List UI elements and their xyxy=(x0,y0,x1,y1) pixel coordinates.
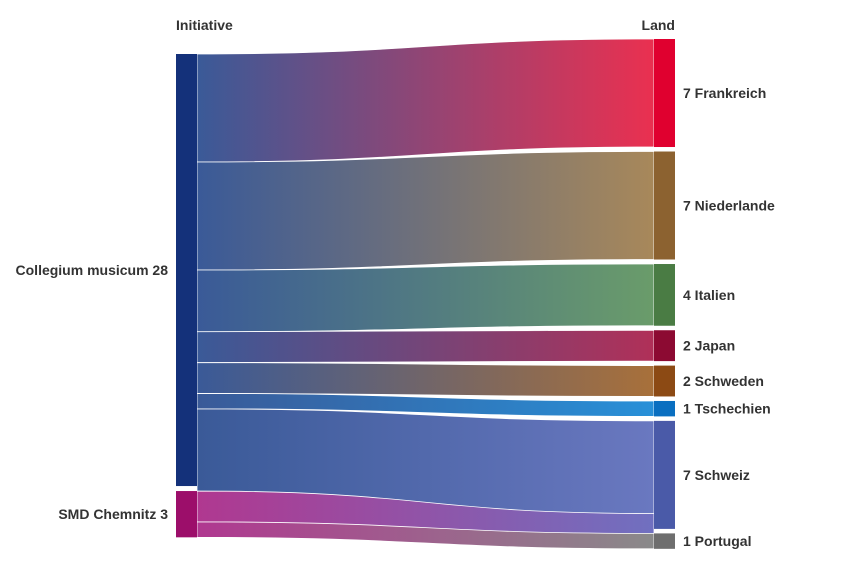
link-collegium-musicum-to-schweden xyxy=(196,362,655,397)
source-label-smd-chemnitz: SMD Chemnitz 3 xyxy=(58,506,168,522)
target-node-japan xyxy=(654,330,675,362)
source-label-collegium-musicum: Collegium musicum 28 xyxy=(16,262,169,278)
target-node-frankreich xyxy=(654,39,675,148)
target-node-portugal xyxy=(654,533,675,549)
links-layer xyxy=(196,38,655,550)
target-node-niederlande xyxy=(654,151,675,260)
target-label-tschechien: 1 Tschechien xyxy=(683,401,771,417)
link-collegium-musicum-to-tschechien xyxy=(196,393,655,417)
target-node-schweden xyxy=(654,365,675,397)
link-collegium-musicum-to-frankreich xyxy=(196,38,655,163)
target-label-japan: 2 Japan xyxy=(683,338,735,354)
nodes-layer xyxy=(176,39,675,549)
right-column-header: Land xyxy=(642,17,675,33)
link-collegium-musicum-to-niederlande xyxy=(196,151,655,271)
target-node-italien xyxy=(654,264,675,326)
target-node-tschechien xyxy=(654,400,675,417)
target-label-frankreich: 7 Frankreich xyxy=(683,85,766,101)
target-label-portugal: 1 Portugal xyxy=(683,533,751,549)
labels-layer: Initiative Land Collegium musicum 28 SMD … xyxy=(16,17,776,549)
target-label-niederlande: 7 Niederlande xyxy=(683,198,775,214)
target-node-schweiz xyxy=(654,420,675,529)
target-label-schweiz: 7 Schweiz xyxy=(683,467,750,483)
target-label-italien: 4 Italien xyxy=(683,287,735,303)
source-node-collegium-musicum xyxy=(176,54,197,487)
left-column-header: Initiative xyxy=(176,17,233,33)
target-label-schweden: 2 Schweden xyxy=(683,373,764,389)
link-collegium-musicum-to-japan xyxy=(196,329,655,364)
source-node-smd-chemnitz xyxy=(176,491,197,538)
link-collegium-musicum-to-italien xyxy=(196,263,655,333)
